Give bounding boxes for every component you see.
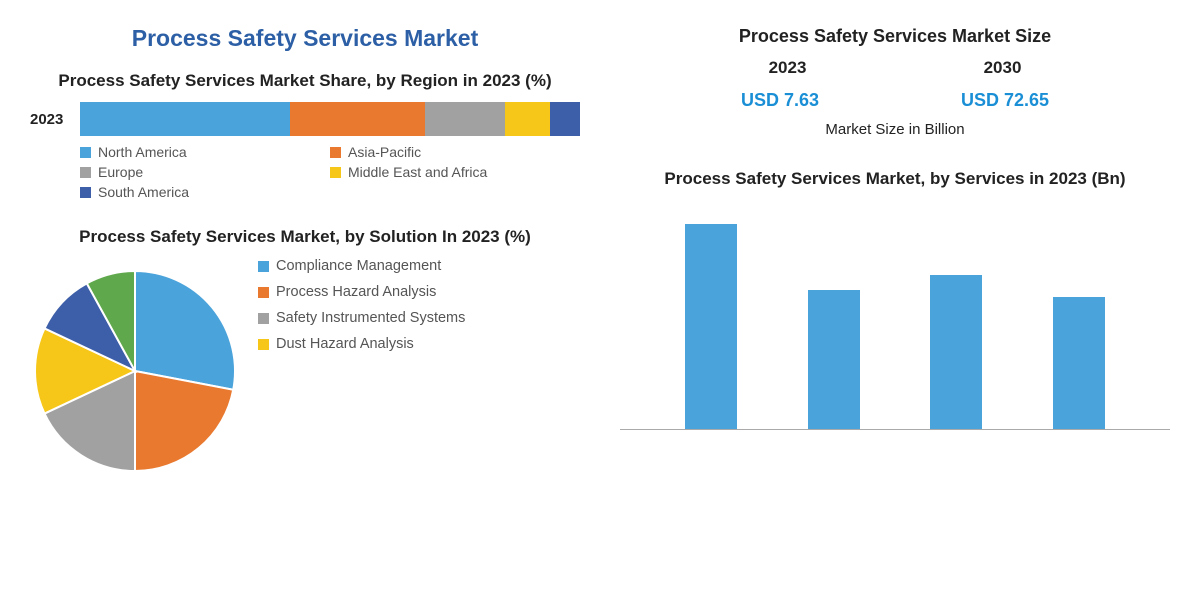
solution-chart-title: Process Safety Services Market, by Solut… [30,226,580,248]
legend-label: Process Hazard Analysis [276,284,436,300]
legend-item: Dust Hazard Analysis [258,336,580,352]
services-bar [1053,297,1105,429]
market-size-block: Process Safety Services Market Size 2023… [620,25,1170,138]
region-segment [290,102,425,136]
legend-label: Dust Hazard Analysis [276,336,414,352]
services-bar [930,275,982,429]
legend-item: Middle East and Africa [330,164,580,180]
services-bar [808,290,860,429]
legend-swatch [330,167,341,178]
legend-item: Europe [80,164,330,180]
pie-slice [135,271,235,390]
region-segment [550,102,580,136]
legend-item: Compliance Management [258,258,580,274]
legend-swatch [80,147,91,158]
size-year-1: 2030 [984,58,1022,78]
market-size-unit: Market Size in Billion [620,121,1170,138]
legend-label: Asia-Pacific [348,144,421,160]
pie-chart [30,266,240,476]
stacked-bar-track [80,102,580,136]
market-size-years: 2023 2030 [620,58,1170,78]
legend-item: Asia-Pacific [330,144,580,160]
size-year-0: 2023 [769,58,807,78]
pie-legend: Compliance Management Process Hazard Anal… [240,258,580,362]
services-bar [685,224,737,429]
region-stacked-bar: 2023 [30,102,580,136]
market-size-title: Process Safety Services Market Size [620,25,1170,48]
legend-swatch [258,261,269,272]
region-chart-title: Process Safety Services Market Share, by… [30,70,580,92]
legend-swatch [258,287,269,298]
size-value-1: USD 72.65 [961,90,1049,111]
services-bar-chart [620,210,1170,430]
legend-swatch [330,147,341,158]
size-value-0: USD 7.63 [741,90,819,111]
legend-swatch [258,313,269,324]
legend-item: North America [80,144,330,160]
main-title: Process Safety Services Market [30,25,580,52]
legend-label: Safety Instrumented Systems [276,310,465,326]
legend-swatch [80,187,91,198]
services-chart-title: Process Safety Services Market, by Servi… [620,168,1170,190]
legend-item: South America [80,184,330,200]
pie-slice [135,371,233,471]
legend-label: Europe [98,164,143,180]
legend-label: North America [98,144,187,160]
legend-item: Process Hazard Analysis [258,284,580,300]
legend-swatch [80,167,91,178]
region-segment [505,102,550,136]
legend-label: Compliance Management [276,258,441,274]
solution-pie-section: Compliance Management Process Hazard Anal… [30,258,580,476]
region-segment [425,102,505,136]
market-size-values: USD 7.63 USD 72.65 [620,90,1170,111]
legend-swatch [258,339,269,350]
legend-label: Middle East and Africa [348,164,487,180]
region-year-label: 2023 [30,111,80,128]
region-segment [80,102,290,136]
region-legend: North America Asia-Pacific Europe Middle Ea… [30,144,580,204]
legend-item: Safety Instrumented Systems [258,310,580,326]
legend-label: South America [98,184,189,200]
